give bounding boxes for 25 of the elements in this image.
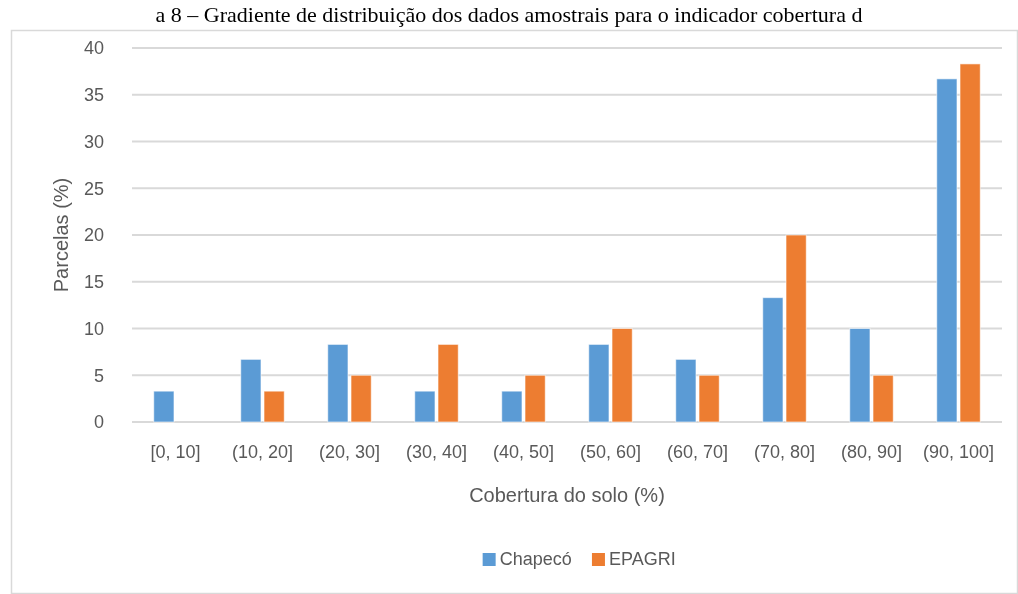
bar [153,390,175,423]
y-tick-label: 40 [83,38,104,59]
x-tick-label: (20, 30] [318,442,381,462]
y-axis-title: Parcelas (%) [50,177,72,293]
y-tick-label: 10 [83,318,104,339]
y-tick-label: 35 [83,85,104,106]
legend-label: EPAGRI [608,549,676,569]
x-tick-label: (30, 40] [405,442,468,462]
y-tick-label: 20 [83,225,104,246]
x-tick-label: (50, 60] [579,442,642,462]
y-tick-label: 5 [93,365,104,386]
y-tick-label: 30 [83,131,104,152]
x-axis-title: Cobertura do solo (%) [469,484,665,506]
y-tick-label: 15 [83,272,104,293]
x-tick-label: (60, 70] [666,442,729,462]
x-tick-label: (80, 90] [840,442,903,462]
x-tick-label: (70, 80] [753,442,816,462]
x-tick-label: (40, 50] [492,442,555,462]
x-tick-label: (90, 100] [922,442,995,462]
y-tick-label: 0 [93,412,104,433]
y-tick-label: 25 [83,178,104,199]
x-tick-label: [0, 10] [150,442,201,462]
chart-title: a 8 – Gradiente de distribuição dos dados amostrais para o indicador cobertura d [155,2,863,27]
legend-label: Chapecó [499,549,572,569]
x-tick-label: (10, 20] [231,442,294,462]
